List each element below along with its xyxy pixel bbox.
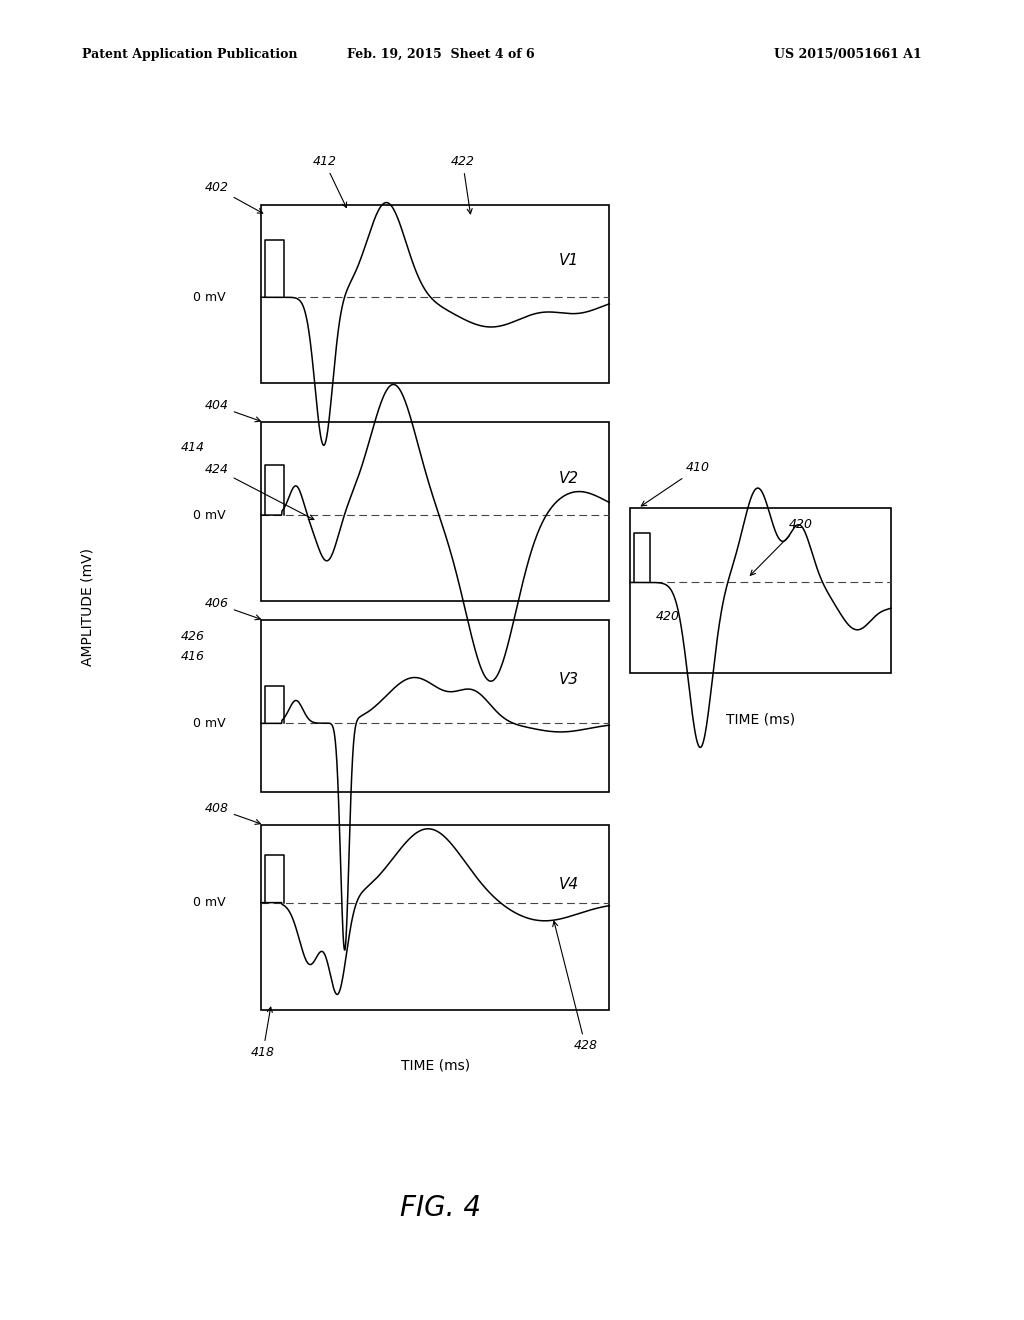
Text: TIME (ms): TIME (ms) [400,1059,470,1072]
Text: 428: 428 [553,921,597,1052]
Text: 0 mV: 0 mV [193,896,225,909]
Text: 412: 412 [312,154,346,207]
Text: 414: 414 [181,441,205,454]
Text: V1: V1 [558,253,579,268]
Text: Feb. 19, 2015  Sheet 4 of 6: Feb. 19, 2015 Sheet 4 of 6 [346,48,535,61]
Text: FIG. 4: FIG. 4 [399,1193,481,1222]
Bar [630,508,891,673]
Text: 418: 418 [251,1007,274,1059]
Text: 0 mV: 0 mV [193,290,225,304]
Text: 0 mV: 0 mV [193,508,225,521]
Bar [261,825,609,1010]
Bar [261,620,609,792]
Text: 406: 406 [205,597,260,620]
Text: 424: 424 [205,462,314,520]
Bar [261,205,609,383]
Text: 404: 404 [205,399,260,422]
Text: 420: 420 [655,610,679,623]
Text: Patent Application Publication: Patent Application Publication [82,48,297,61]
Text: US 2015/0051661 A1: US 2015/0051661 A1 [774,48,922,61]
Bar [261,422,609,601]
Text: 408: 408 [205,801,260,825]
Text: AMPLITUDE (mV): AMPLITUDE (mV) [80,548,94,667]
Text: V3: V3 [558,672,579,688]
Text: 410: 410 [641,461,710,506]
Text: 416: 416 [181,649,205,663]
Text: TIME (ms): TIME (ms) [726,713,795,726]
Text: 422: 422 [451,154,474,214]
Text: 402: 402 [205,181,263,214]
Text: V2: V2 [558,471,579,486]
Text: V4: V4 [558,876,579,892]
Text: 0 mV: 0 mV [193,717,225,730]
Text: 420: 420 [751,517,812,576]
Text: 426: 426 [181,630,205,643]
